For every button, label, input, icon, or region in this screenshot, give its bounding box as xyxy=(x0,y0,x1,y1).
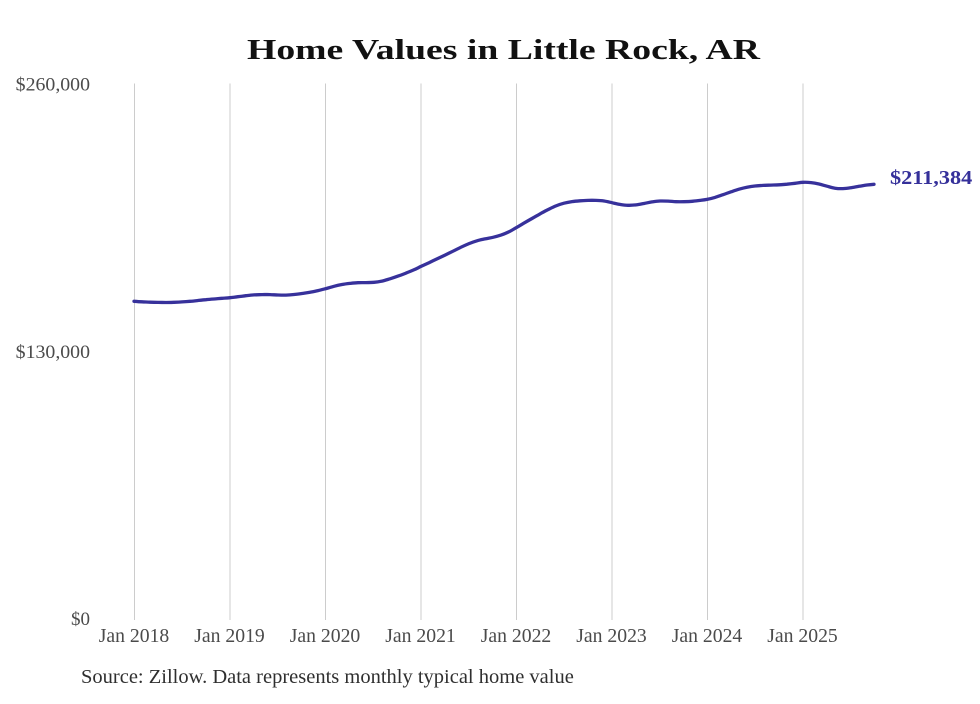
svg-text:Jan 2022: Jan 2022 xyxy=(481,625,552,647)
svg-text:Jan 2020: Jan 2020 xyxy=(290,625,361,647)
svg-text:Home Values in Little Rock, AR: Home Values in Little Rock, AR xyxy=(247,35,761,66)
svg-text:Jan 2021: Jan 2021 xyxy=(385,625,456,647)
svg-text:Jan 2023: Jan 2023 xyxy=(576,625,647,647)
svg-text:Jan 2019: Jan 2019 xyxy=(194,625,265,647)
svg-text:$0: $0 xyxy=(71,609,90,630)
svg-text:Source: Zillow. Data represent: Source: Zillow. Data represents monthly … xyxy=(81,666,574,688)
svg-text:$211,384: $211,384 xyxy=(890,168,973,189)
svg-text:$130,000: $130,000 xyxy=(16,342,90,363)
svg-text:Jan 2025: Jan 2025 xyxy=(767,625,838,647)
svg-text:Jan 2024: Jan 2024 xyxy=(672,625,743,647)
svg-text:Jan 2018: Jan 2018 xyxy=(99,625,170,647)
svg-text:$260,000: $260,000 xyxy=(16,74,90,95)
